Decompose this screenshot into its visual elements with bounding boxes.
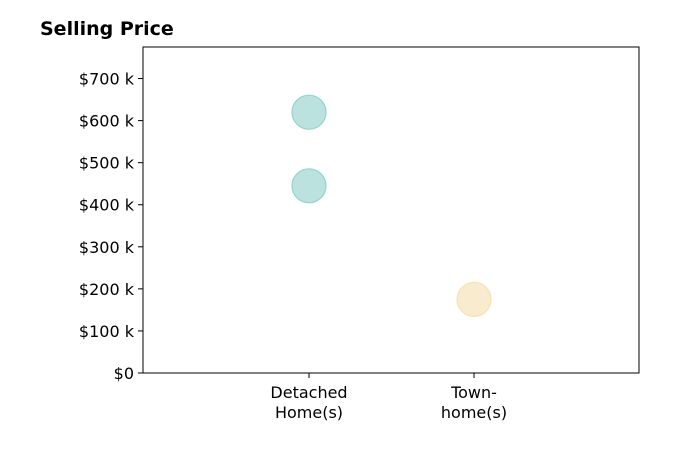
y-tick-label: $200 k xyxy=(79,280,135,299)
x-tick-label: Home(s) xyxy=(275,403,343,422)
chart-title: Selling Price xyxy=(40,18,174,40)
y-tick-label: $300 k xyxy=(79,238,135,257)
x-tick-label: home(s) xyxy=(441,403,507,422)
y-tick-label: $700 k xyxy=(79,70,135,89)
y-tick-label: $500 k xyxy=(79,154,135,173)
y-tick-label: $100 k xyxy=(79,322,135,341)
y-tick-label: $0 xyxy=(114,364,134,383)
plot-area xyxy=(142,46,640,374)
data-point xyxy=(291,94,327,130)
data-point xyxy=(456,281,492,317)
x-tick-label: Town- xyxy=(450,383,497,402)
data-point xyxy=(291,168,327,204)
y-axis: $0 $100 k $200 k $300 k $400 k $500 k $600 k $7… xyxy=(79,70,143,383)
y-tick-label: $400 k xyxy=(79,196,135,215)
data-points xyxy=(291,94,492,317)
y-tick-label: $600 k xyxy=(79,112,135,131)
x-tick-label: Detached xyxy=(270,383,347,402)
